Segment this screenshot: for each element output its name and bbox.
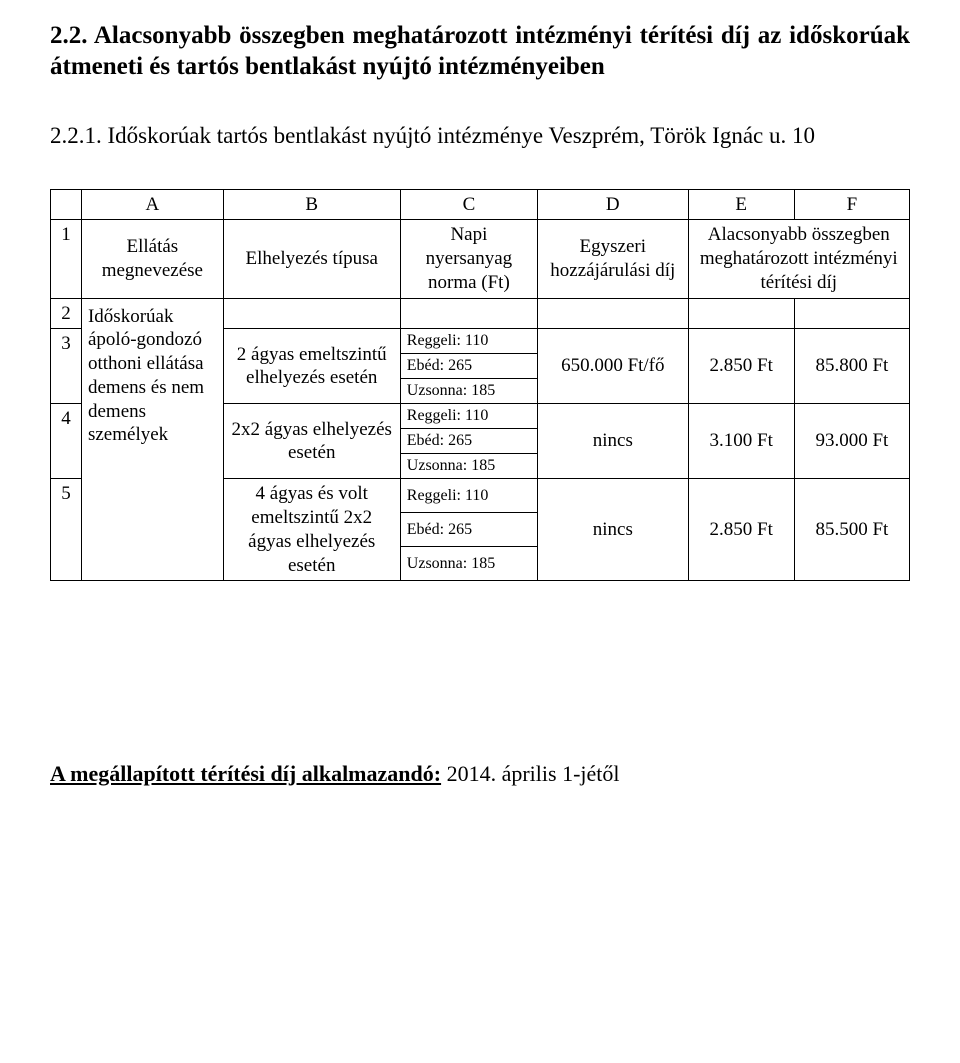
section-title: 2.2. Alacsonyabb összegben meghatározott…: [50, 20, 910, 83]
meal-line: Ebéd: 265: [400, 354, 537, 379]
cell-d: nincs: [538, 404, 689, 479]
cell-d: Egyszeri hozzájárulási díj: [538, 220, 689, 298]
cell-d: 650.000 Ft/fő: [538, 329, 689, 404]
meal-line: Reggeli: 110: [400, 329, 537, 354]
meal-line: Uzsonna: 185: [400, 454, 537, 479]
effective-date-label: A megállapított térítési díj alkalmazand…: [50, 761, 441, 786]
empty-cell: [51, 189, 82, 220]
cell-f: 85.500 Ft: [794, 479, 909, 581]
meal-line: Uzsonna: 185: [400, 379, 537, 404]
row-index: 2: [51, 298, 82, 329]
empty-cell: [400, 298, 537, 329]
cell-e: 3.100 Ft: [688, 404, 794, 479]
section-subtitle: 2.2.1. Időskorúak tartós bentlakást nyúj…: [50, 123, 910, 149]
cell-ef: Alacsonyabb összegben meghatározott inté…: [688, 220, 909, 298]
fee-table: A B C D E F 1 Ellátás megnevezése Elhely…: [50, 189, 910, 582]
row-index: 3: [51, 329, 82, 404]
effective-date-value: 2014. április 1-jétől: [441, 761, 619, 786]
meal-line: Reggeli: 110: [400, 479, 537, 513]
cell-e: 2.850 Ft: [688, 329, 794, 404]
cell-f: 93.000 Ft: [794, 404, 909, 479]
meal-line: Ebéd: 265: [400, 513, 537, 547]
cell-f: 85.800 Ft: [794, 329, 909, 404]
cell-c: Napi nyersanyag norma (Ft): [400, 220, 537, 298]
cell-b: 4 ágyas és volt emeltszintű 2x2 ágyas el…: [223, 479, 400, 581]
row-index: 5: [51, 479, 82, 581]
table-row: 2 Időskorúak ápoló-gondozó otthoni ellát…: [51, 298, 910, 329]
empty-cell: [794, 298, 909, 329]
empty-cell: [538, 298, 689, 329]
effective-date-line: A megállapított térítési díj alkalmazand…: [50, 761, 910, 787]
cell-b: 2x2 ágyas elhelyezés esetén: [223, 404, 400, 479]
meal-line: Ebéd: 265: [400, 429, 537, 454]
col-header-e: E: [688, 189, 794, 220]
cell-a: Időskorúak ápoló-gondozó otthoni ellátás…: [81, 298, 223, 581]
meal-line: Reggeli: 110: [400, 404, 537, 429]
cell-d: nincs: [538, 479, 689, 581]
meal-line: Uzsonna: 185: [400, 547, 537, 581]
row-index: 1: [51, 220, 82, 298]
row-index: 4: [51, 404, 82, 479]
col-header-d: D: [538, 189, 689, 220]
col-header-c: C: [400, 189, 537, 220]
col-header-f: F: [794, 189, 909, 220]
cell-a: Ellátás megnevezése: [81, 220, 223, 298]
empty-cell: [223, 298, 400, 329]
col-header-b: B: [223, 189, 400, 220]
cell-e: 2.850 Ft: [688, 479, 794, 581]
table-row: 1 Ellátás megnevezése Elhelyezés típusa …: [51, 220, 910, 298]
empty-cell: [688, 298, 794, 329]
cell-b: Elhelyezés típusa: [223, 220, 400, 298]
col-header-a: A: [81, 189, 223, 220]
table-header-row: A B C D E F: [51, 189, 910, 220]
cell-b: 2 ágyas emeltszintű elhelyezés esetén: [223, 329, 400, 404]
